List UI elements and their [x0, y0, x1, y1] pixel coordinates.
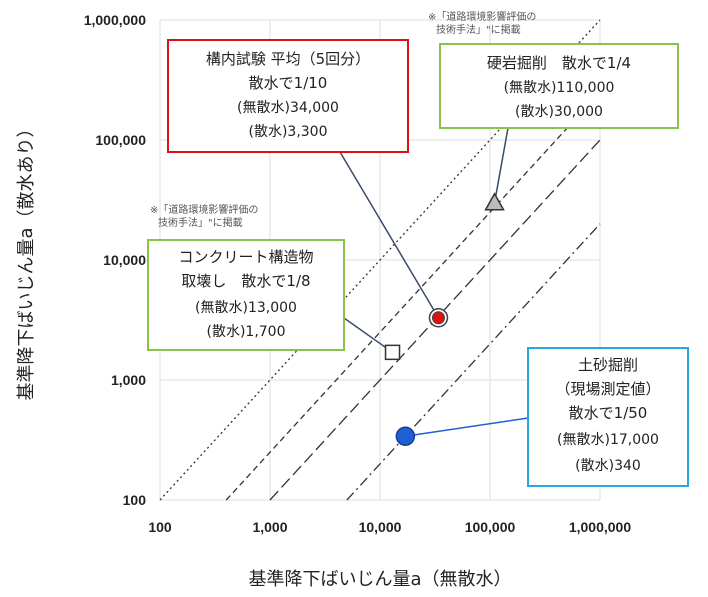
ratio-line — [225, 91, 601, 501]
svg-text:(無散水)34,000: (無散水)34,000 — [237, 100, 339, 116]
svg-text:(散水)1,700: (散水)1,700 — [206, 324, 285, 340]
svg-text:（現場測定値）: （現場測定値） — [555, 380, 660, 398]
svg-text:※「道路環境影響評価の: ※「道路環境影響評価の — [428, 10, 536, 23]
svg-text:散水で1/10: 散水で1/10 — [249, 74, 328, 92]
svg-text:コンクリート構造物: コンクリート構造物 — [178, 248, 313, 266]
x-tick-labels: 100 1,000 10,000 100,000 1,000,000 — [148, 519, 631, 535]
svg-text:構内試験 平均（5回分）: 構内試験 平均（5回分） — [206, 50, 370, 68]
point-soil — [395, 426, 416, 446]
y-tick-label: 100 — [123, 492, 147, 508]
ratio-line — [159, 19, 601, 501]
source-note-1: ※「道路環境影響評価の 技術手法」"に掲載 — [428, 10, 536, 36]
svg-text:取壊し 散水で1/8: 取壊し 散水で1/8 — [181, 272, 310, 290]
y-tick-label: 1,000,000 — [84, 12, 146, 28]
x-tick-label: 100 — [148, 519, 172, 535]
x-tick-label: 10,000 — [359, 519, 402, 535]
x-tick-label: 100,000 — [465, 519, 516, 535]
point-rock — [484, 192, 505, 211]
annotation-hard-rock: 硬岩掘削 散水で1/4 (無散水)110,000 (散水)30,000 — [439, 43, 679, 129]
svg-text:散水で1/50: 散水で1/50 — [569, 404, 648, 422]
annotation-concrete: コンクリート構造物 取壊し 散水で1/8 (無散水)13,000 (散水)1,7… — [147, 239, 345, 351]
y-tick-label: 1,000 — [111, 372, 146, 388]
annotation-yard-test: 構内試験 平均（5回分） 散水で1/10 (無散水)34,000 (散水)3,3… — [167, 39, 409, 153]
svg-text:(散水)340: (散水)340 — [575, 458, 641, 474]
x-tick-label: 1,000 — [252, 519, 287, 535]
svg-text:(無散水)17,000: (無散水)17,000 — [557, 432, 659, 448]
svg-text:(無散水)110,000: (無散水)110,000 — [504, 80, 615, 96]
svg-text:(散水)3,300: (散水)3,300 — [248, 124, 327, 140]
ratio-line — [346, 223, 601, 501]
svg-text:※「道路環境影響評価の: ※「道路環境影響評価の — [150, 203, 258, 216]
y-tick-label: 10,000 — [103, 252, 146, 268]
leader-yard — [339, 151, 440, 319]
y-tick-label: 100,000 — [95, 132, 146, 148]
leader-rock — [493, 127, 509, 203]
leader-lines — [339, 127, 529, 437]
y-axis-title: 基準降下ばいじん量a（散水あり） — [16, 119, 37, 400]
source-note-2: ※「道路環境影響評価の 技術手法」"に掲載 — [150, 203, 258, 229]
point-yard — [431, 311, 445, 325]
svg-text:硬岩掘削 散水で1/4: 硬岩掘削 散水で1/4 — [487, 54, 631, 72]
svg-text:土砂掘削: 土砂掘削 — [578, 356, 638, 374]
x-tick-label: 1,000,000 — [569, 519, 631, 535]
point-concrete — [384, 344, 401, 361]
annotation-soil: 土砂掘削 （現場測定値） 散水で1/50 (無散水)17,000 (散水)340 — [527, 347, 689, 487]
x-axis-title: 基準降下ばいじん量a（無散水） — [248, 569, 511, 590]
leader-soil — [405, 417, 529, 437]
y-tick-labels: 100 1,000 10,000 100,000 1,000,000 — [84, 12, 147, 508]
leader-concrete — [343, 317, 393, 353]
data-points — [384, 192, 505, 446]
svg-text:技術手法」"に掲載: 技術手法」"に掲載 — [436, 23, 521, 36]
svg-text:技術手法」"に掲載: 技術手法」"に掲載 — [158, 216, 243, 229]
svg-text:(散水)30,000: (散水)30,000 — [515, 104, 603, 120]
svg-text:(無散水)13,000: (無散水)13,000 — [195, 300, 297, 316]
